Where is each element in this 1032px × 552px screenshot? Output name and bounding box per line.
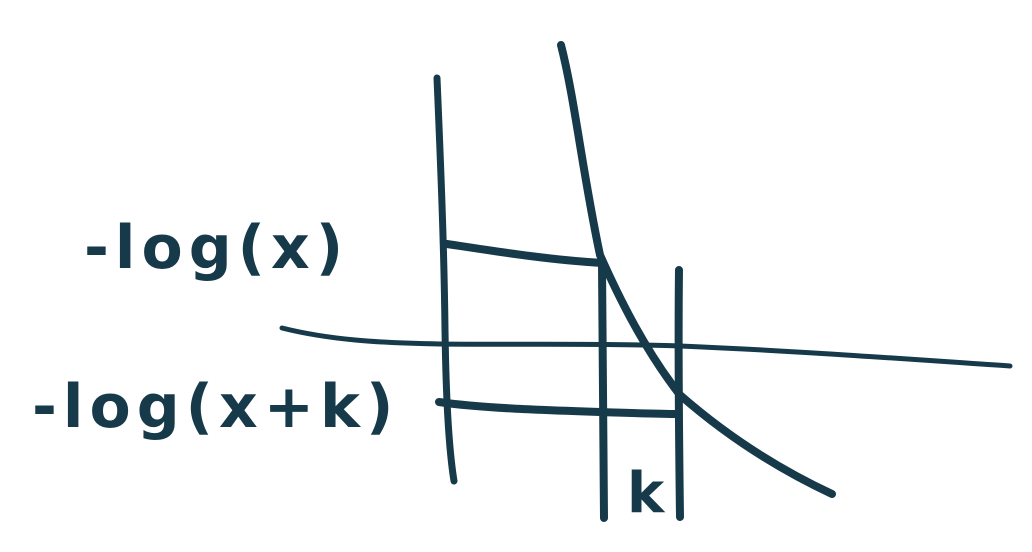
y-axis xyxy=(433,74,458,485)
level-line-upper xyxy=(443,240,607,267)
level-line-lower xyxy=(435,398,682,418)
label-neg-log-x-plus-k: -log(x+k) xyxy=(32,372,399,442)
vertical-line-x xyxy=(598,261,608,522)
vertical-line-x-plus-k xyxy=(674,266,684,521)
label-neg-log-x: -log(x) xyxy=(84,213,349,283)
label-k: k xyxy=(627,461,670,526)
curve xyxy=(557,41,836,498)
